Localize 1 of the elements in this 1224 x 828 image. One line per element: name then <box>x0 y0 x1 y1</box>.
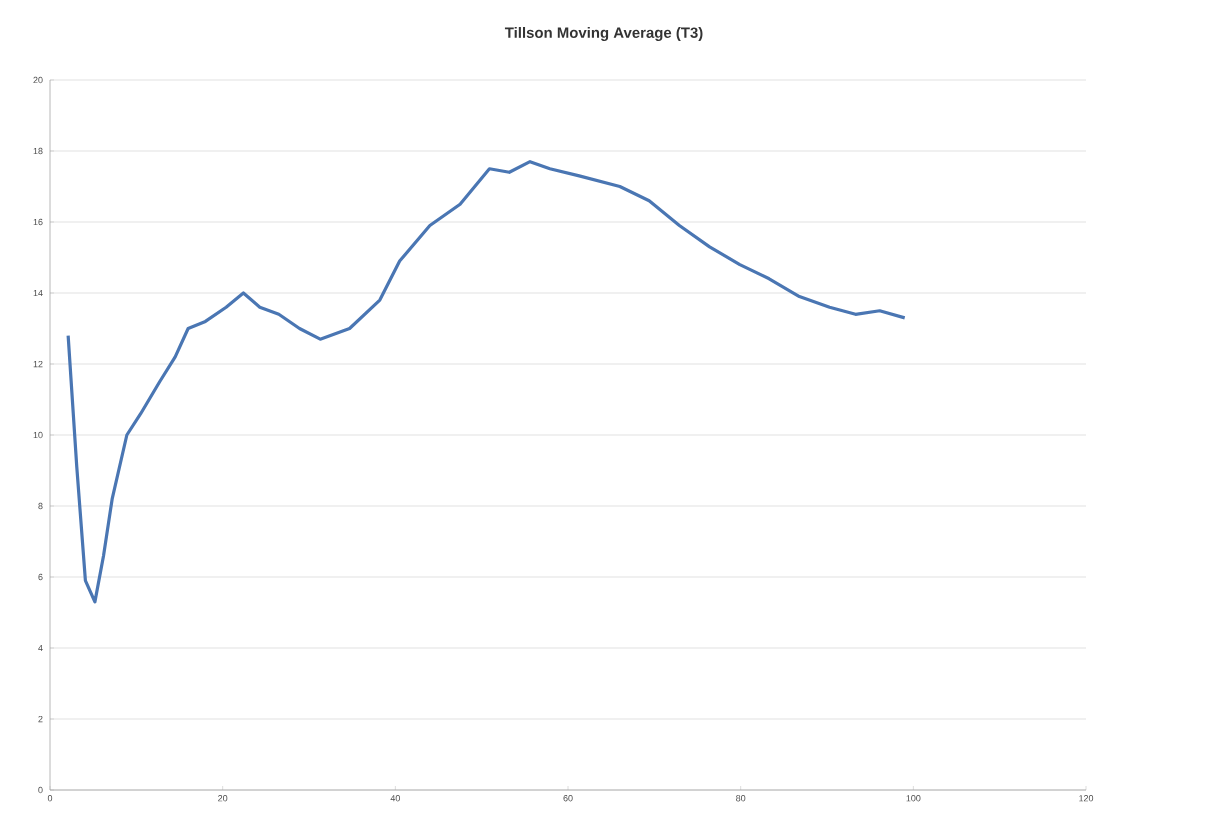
line-series <box>66 160 907 604</box>
